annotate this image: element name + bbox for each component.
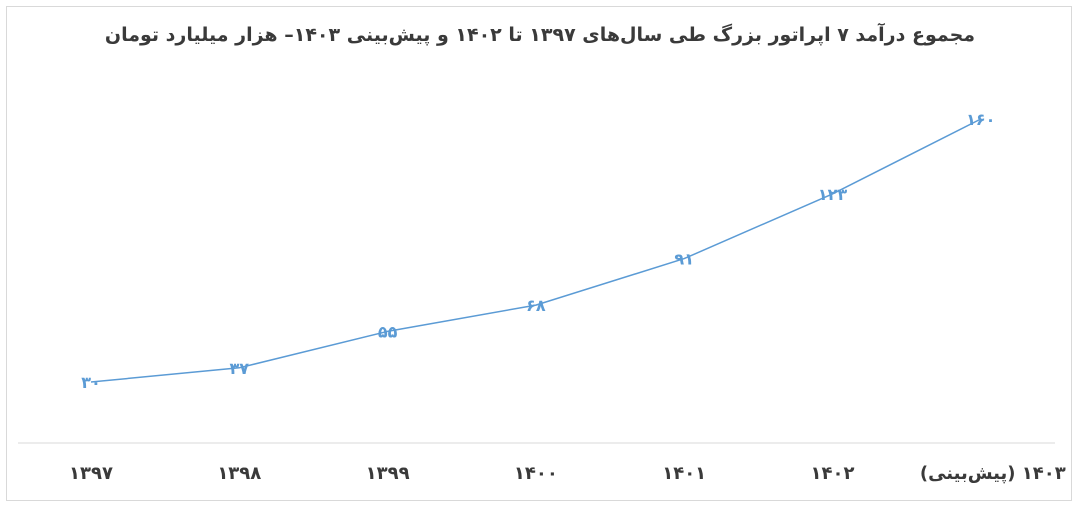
chart-title: مجموع درآمد ۷ اپراتور بزرگ طی سال‌های ۱۳… [104,24,976,46]
data-label: ۱۲۳ [818,185,848,204]
data-label: ۳۰ [81,373,101,392]
x-tick-label: ۱۳۹۷ [69,463,113,484]
x-tick-label: ۱۴۰۰ [514,463,558,484]
data-label: ۱۶۰ [966,110,995,129]
data-label: ۳۷ [230,359,250,378]
x-tick-label: ۱۴۰۳ (پیش‌بینی) [920,463,1066,484]
x-tick-label: ۱۳۹۹ [366,463,410,484]
x-tick-label: ۱۴۰۲ [811,463,855,484]
data-label: ۹۱ [674,250,694,269]
data-label: ۶۸ [526,296,546,315]
chart-frame [6,6,1072,501]
data-label: ۵۵ [378,322,398,341]
x-tick-label: ۱۳۹۸ [217,463,261,484]
x-tick-label: ۱۴۰۱ [662,463,706,484]
series-line [90,118,982,383]
